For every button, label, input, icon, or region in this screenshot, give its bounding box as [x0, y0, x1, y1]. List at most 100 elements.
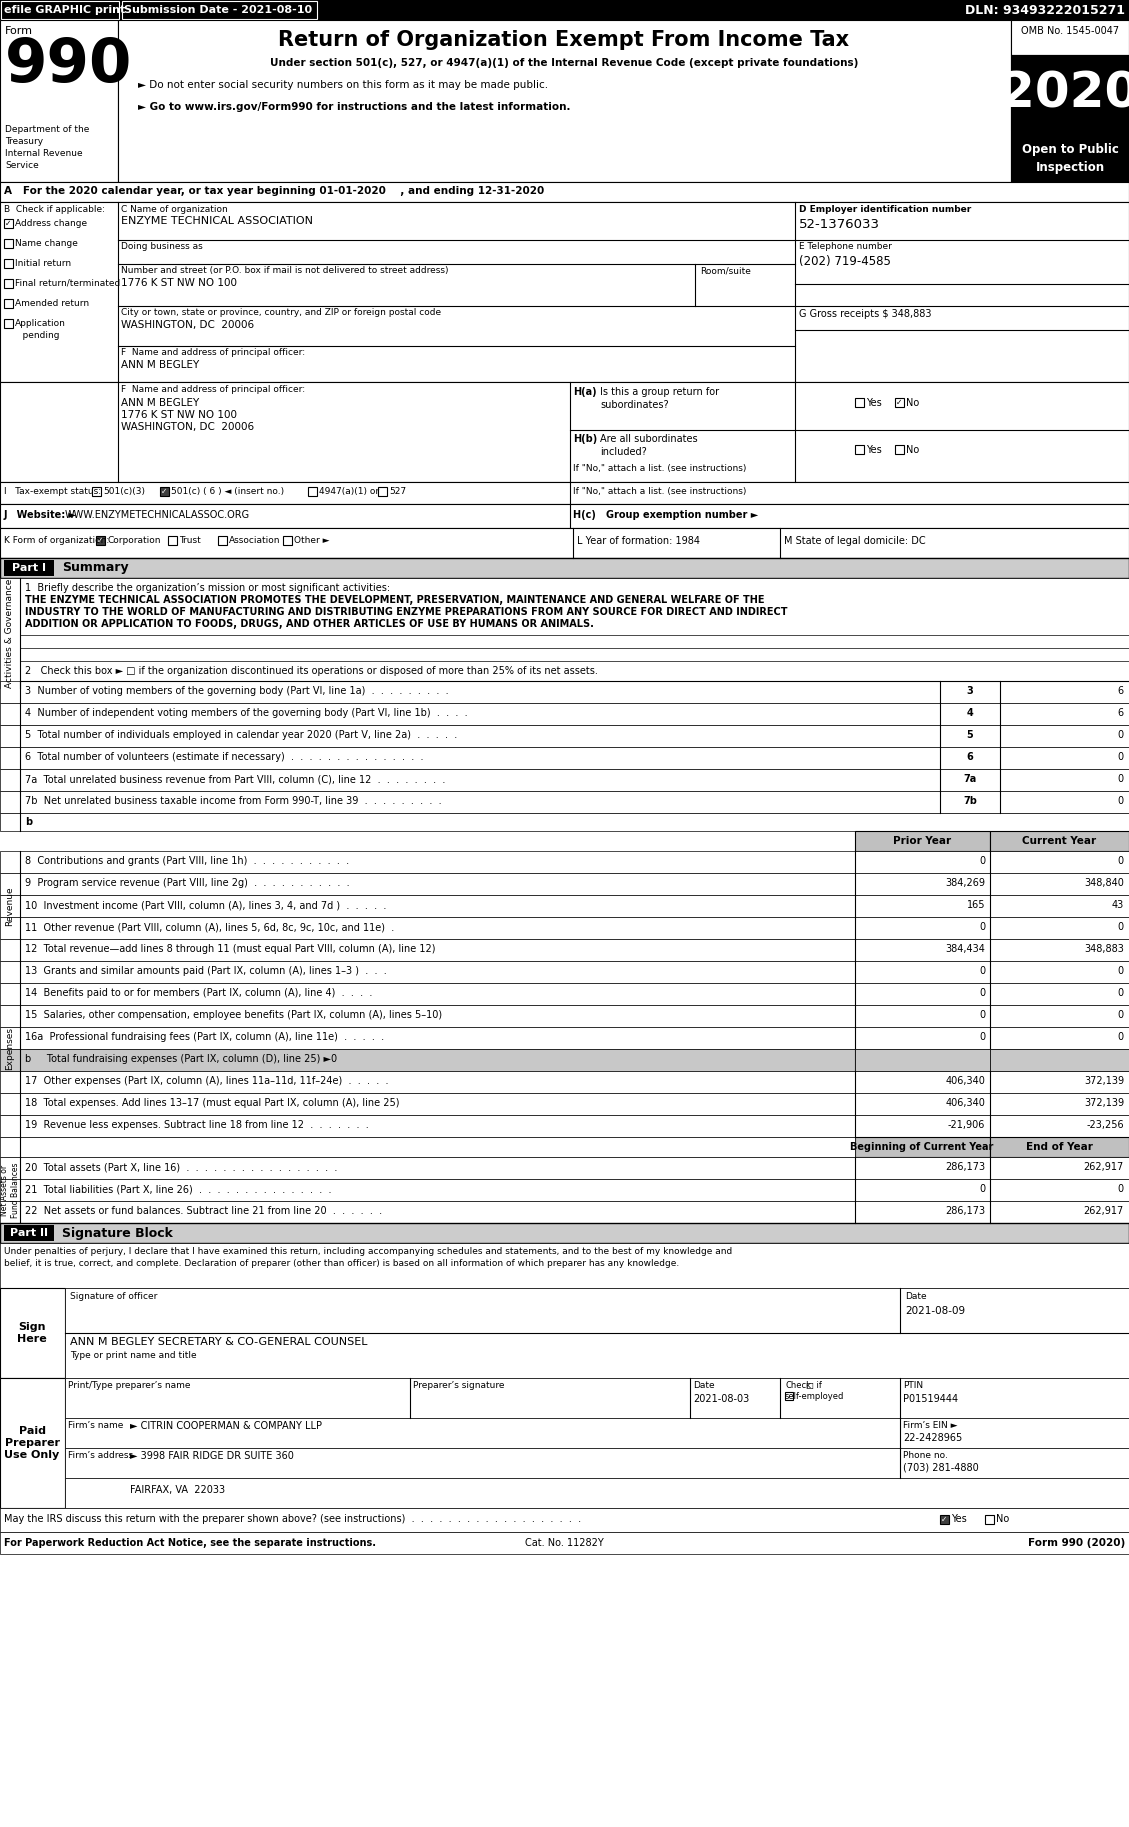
Text: No: No: [905, 398, 919, 407]
Text: 384,269: 384,269: [945, 879, 984, 888]
Text: Number and street (or P.O. box if mail is not delivered to street address): Number and street (or P.O. box if mail i…: [121, 267, 448, 276]
Text: -23,256: -23,256: [1086, 1120, 1124, 1131]
Text: Is this a group return for: Is this a group return for: [599, 387, 719, 396]
Text: Summary: Summary: [62, 561, 129, 574]
Text: Preparer’s signature: Preparer’s signature: [413, 1381, 505, 1390]
Text: 7a  Total unrelated business revenue from Part VIII, column (C), line 12  .  .  : 7a Total unrelated business revenue from…: [25, 775, 445, 784]
Bar: [218, 535, 227, 544]
Bar: [0, 703, 1129, 725]
Text: WASHINGTON, DC  20006: WASHINGTON, DC 20006: [121, 422, 254, 431]
Text: For Paperwork Reduction Act Notice, see the separate instructions.: For Paperwork Reduction Act Notice, see …: [5, 1538, 376, 1547]
Text: End of Year: End of Year: [1025, 1142, 1093, 1153]
Text: Association: Association: [229, 535, 280, 544]
Text: 4947(a)(1) or: 4947(a)(1) or: [320, 488, 379, 495]
Bar: [0, 20, 119, 183]
Text: ► CITRIN COOPERMAN & COMPANY LLP: ► CITRIN COOPERMAN & COMPANY LLP: [130, 1421, 322, 1431]
Bar: [0, 1114, 1129, 1136]
Text: 10  Investment income (Part VIII, column (A), lines 3, 4, and 7d )  .  .  .  .  : 10 Investment income (Part VIII, column …: [25, 901, 386, 910]
Bar: [990, 831, 1129, 851]
Text: Service: Service: [5, 161, 38, 170]
Text: ✓: ✓: [942, 1515, 947, 1524]
Bar: [855, 446, 864, 453]
Bar: [119, 20, 1010, 183]
Text: PTIN: PTIN: [903, 1381, 924, 1390]
Text: Under penalties of perjury, I declare that I have examined this return, includin: Under penalties of perjury, I declare th…: [5, 1248, 733, 1255]
Bar: [0, 1027, 1129, 1049]
Bar: [895, 398, 904, 407]
Bar: [0, 1242, 1129, 1288]
Text: Revenue: Revenue: [6, 886, 15, 926]
Bar: [0, 1005, 1129, 1027]
Bar: [0, 961, 1129, 983]
Text: G Gross receipts $ 348,883: G Gross receipts $ 348,883: [799, 309, 931, 320]
Bar: [0, 895, 1129, 917]
Text: Phone no.: Phone no.: [903, 1451, 948, 1460]
Text: M State of legal domicile: DC: M State of legal domicile: DC: [784, 535, 926, 546]
Text: Address change: Address change: [15, 219, 87, 228]
Bar: [0, 203, 1129, 382]
Bar: [378, 488, 387, 495]
Text: D Employer identification number: D Employer identification number: [799, 205, 971, 214]
Bar: [990, 1049, 1129, 1071]
Text: 22  Net assets or fund balances. Subtract line 21 from line 20  .  .  .  .  .  .: 22 Net assets or fund balances. Subtract…: [25, 1206, 382, 1217]
Text: 0: 0: [979, 1184, 984, 1195]
Text: Yes: Yes: [866, 398, 882, 407]
Text: H(a): H(a): [574, 387, 596, 396]
Bar: [1, 2, 119, 18]
Text: 348,883: 348,883: [1084, 945, 1124, 954]
Text: ✓: ✓: [896, 398, 903, 407]
Text: 2021-08-03: 2021-08-03: [693, 1394, 750, 1403]
Text: 43: 43: [1112, 901, 1124, 910]
Text: 52-1376033: 52-1376033: [799, 217, 879, 230]
Text: Activities & Governance: Activities & Governance: [6, 579, 15, 687]
Text: 0: 0: [1118, 966, 1124, 976]
Text: □ if: □ if: [806, 1381, 822, 1390]
Text: 3  Number of voting members of the governing body (Part VI, line 1a)  .  .  .  .: 3 Number of voting members of the govern…: [25, 685, 448, 696]
Bar: [65, 1418, 1129, 1449]
Text: 7a: 7a: [963, 775, 977, 784]
Text: K Form of organization:: K Form of organization:: [5, 535, 110, 544]
Text: pending: pending: [18, 331, 60, 340]
Text: WASHINGTON, DC  20006: WASHINGTON, DC 20006: [121, 320, 254, 331]
Bar: [0, 813, 1129, 831]
Bar: [855, 1049, 990, 1071]
Text: INDUSTRY TO THE WORLD OF MANUFACTURING AND DISTRIBUTING ENZYME PREPARATIONS FROM: INDUSTRY TO THE WORLD OF MANUFACTURING A…: [25, 607, 788, 618]
Text: 7b  Net unrelated business taxable income from Form 990-T, line 39  .  .  .  .  : 7b Net unrelated business taxable income…: [25, 797, 441, 806]
Text: Current Year: Current Year: [1022, 837, 1096, 846]
Bar: [0, 1378, 65, 1507]
Text: WWW.ENZYMETECHNICALASSOC.ORG: WWW.ENZYMETECHNICALASSOC.ORG: [65, 510, 251, 521]
Bar: [65, 1288, 1129, 1378]
Bar: [0, 791, 1129, 813]
Bar: [160, 488, 169, 495]
Text: 8  Contributions and grants (Part VIII, line 1h)  .  .  .  .  .  .  .  .  .  .  : 8 Contributions and grants (Part VIII, l…: [25, 857, 349, 866]
Text: 501(c)(3): 501(c)(3): [103, 488, 145, 495]
Text: Signature of officer: Signature of officer: [70, 1292, 157, 1301]
Text: ► 3998 FAIR RIDGE DR SUITE 360: ► 3998 FAIR RIDGE DR SUITE 360: [130, 1451, 294, 1462]
Text: Date: Date: [693, 1381, 715, 1390]
Text: 2021-08-09: 2021-08-09: [905, 1306, 965, 1315]
Text: ► Do not enter social security numbers on this form as it may be made public.: ► Do not enter social security numbers o…: [138, 80, 548, 90]
Text: 0: 0: [979, 857, 984, 866]
Bar: [895, 446, 904, 453]
Text: F  Name and address of principal officer:: F Name and address of principal officer:: [121, 385, 305, 395]
Text: 406,340: 406,340: [945, 1098, 984, 1107]
Text: Prior Year: Prior Year: [893, 837, 951, 846]
Text: Internal Revenue: Internal Revenue: [5, 150, 82, 157]
Text: If "No," attach a list. (see instructions): If "No," attach a list. (see instruction…: [574, 464, 746, 473]
Text: 16a  Professional fundraising fees (Part IX, column (A), line 11e)  .  .  .  .  : 16a Professional fundraising fees (Part …: [25, 1032, 384, 1041]
Bar: [785, 1392, 793, 1399]
Text: Application: Application: [15, 320, 65, 329]
Bar: [0, 747, 1129, 769]
Text: 990: 990: [5, 37, 132, 95]
Text: belief, it is true, correct, and complete. Declaration of preparer (other than o: belief, it is true, correct, and complet…: [5, 1259, 680, 1268]
Text: Inspection: Inspection: [1035, 161, 1104, 174]
Text: 6: 6: [1118, 685, 1124, 696]
Text: 6  Total number of volunteers (estimate if necessary)  .  .  .  .  .  .  .  .  .: 6 Total number of volunteers (estimate i…: [25, 753, 423, 762]
Bar: [91, 488, 100, 495]
Text: Net Assets or
Fund Balances: Net Assets or Fund Balances: [0, 1162, 19, 1219]
Text: efile GRAPHIC print: efile GRAPHIC print: [5, 5, 125, 15]
Text: Sign
Here: Sign Here: [17, 1323, 47, 1345]
Bar: [65, 1478, 1129, 1507]
Text: subordinates?: subordinates?: [599, 400, 668, 409]
Text: 165: 165: [966, 901, 984, 910]
